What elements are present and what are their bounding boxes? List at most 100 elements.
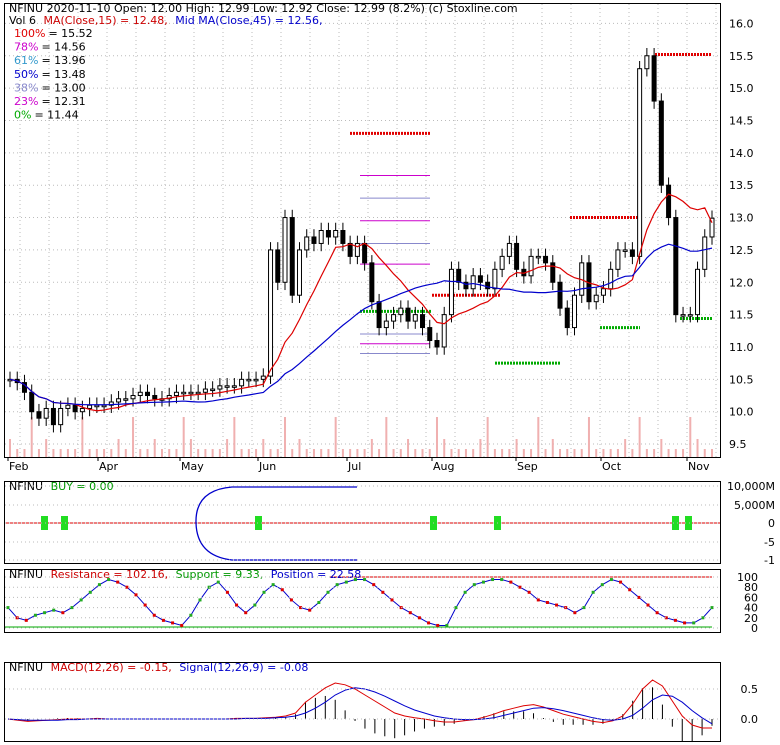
position-marker <box>491 578 495 582</box>
y-tick-label: 15.5 <box>729 50 754 63</box>
volume-bar <box>110 449 113 457</box>
main-panel-frame <box>4 3 721 458</box>
candle-body <box>362 242 368 264</box>
support-label: Support = 9.33, <box>176 568 264 581</box>
position-marker <box>363 578 367 582</box>
volume-bar <box>653 449 656 457</box>
fib-legend-item: 38% = 13.00 <box>14 81 86 94</box>
volume-bar <box>226 439 229 457</box>
candle-body <box>282 217 288 283</box>
x-tick-label: Sep <box>517 460 538 473</box>
fib-pct: 23% <box>14 95 38 108</box>
position-marker <box>152 613 156 617</box>
volume-bar <box>486 417 489 457</box>
position-marker <box>171 621 175 625</box>
macd-title: NFINU <box>9 661 43 674</box>
position-marker <box>664 616 668 620</box>
volume-bar <box>392 449 395 457</box>
macd-y-tick-label: 0.0 <box>741 713 759 726</box>
volume-bar <box>472 449 475 457</box>
volume-bar <box>631 449 634 457</box>
volume-bar <box>407 439 410 457</box>
position-marker <box>472 583 476 587</box>
candle-body <box>217 385 223 390</box>
volume-bar <box>587 417 590 457</box>
volume-bar <box>493 449 496 457</box>
volume-bar <box>284 417 287 457</box>
candle-body <box>181 391 187 395</box>
candle-body <box>463 281 469 290</box>
candle-body <box>21 382 27 393</box>
fib-value: = 15.52 <box>48 27 92 40</box>
volume-bar <box>320 449 323 457</box>
buy-label: BUY = 0.00 <box>51 480 114 493</box>
volume-bar <box>530 449 533 457</box>
volume-bar <box>428 449 431 457</box>
candle-body <box>275 249 281 283</box>
x-tick-label: Nov <box>688 460 710 473</box>
candle-body <box>441 314 447 348</box>
volume-bar <box>66 449 69 457</box>
buy-y-axis-ticks: 10,000M 5,000M 0 -5 -1 <box>5 480 775 567</box>
candle-body <box>195 391 201 395</box>
candle-body <box>557 281 563 309</box>
y-tick-label: 11.5 <box>729 309 754 322</box>
volume-bar <box>689 417 692 457</box>
candle-body <box>420 314 426 329</box>
volume-bar <box>508 449 511 457</box>
candle-body <box>600 288 606 296</box>
candle-body <box>72 404 78 413</box>
candle-body <box>434 340 440 348</box>
candle-body <box>506 242 512 257</box>
candle-body <box>485 281 491 290</box>
volume-bar <box>189 439 192 457</box>
volume-bar <box>269 449 272 457</box>
volume-bar <box>515 439 518 457</box>
ma-short-label: MA(Close,15) = 12.48, <box>43 14 167 27</box>
fib-value: = 14.56 <box>41 41 85 54</box>
y-tick-label: 13.0 <box>729 212 754 225</box>
candle-body <box>687 314 693 317</box>
y-tick-label: 14.5 <box>729 114 754 127</box>
volume-bar <box>276 449 279 457</box>
candle-body <box>268 249 274 377</box>
volume-bar <box>682 449 685 457</box>
candle-body <box>622 249 628 252</box>
ma-short-line <box>9 193 713 412</box>
position-marker <box>628 588 632 592</box>
buy-signal-marker <box>685 516 692 530</box>
y-tick-label: 10.5 <box>729 373 754 386</box>
volume-bar <box>501 449 504 457</box>
volume-bar <box>421 449 424 457</box>
candle-body <box>152 395 158 400</box>
candle-body <box>166 395 172 400</box>
candle-body <box>629 249 635 257</box>
candle-body <box>391 314 397 322</box>
volume-bar <box>616 449 619 457</box>
fib-pct: 38% <box>14 81 38 94</box>
volume-bar <box>696 439 699 457</box>
candle-body <box>79 407 85 413</box>
fib-legend-item: 0% = 11.44 <box>14 109 79 122</box>
position-marker <box>655 611 659 615</box>
position-marker <box>692 621 696 625</box>
candle-body <box>608 268 614 290</box>
position-marker <box>198 598 202 602</box>
candle-body <box>376 301 382 329</box>
candle-body <box>210 388 216 392</box>
x-tick-label: Aug <box>433 460 454 473</box>
position-marker <box>225 590 229 594</box>
volume-bar <box>711 449 713 457</box>
volume-bar <box>580 449 583 457</box>
candle-body <box>644 55 650 70</box>
volume-bar <box>255 449 258 457</box>
position-marker <box>600 583 604 587</box>
candle-body <box>145 391 151 397</box>
y-tick-label: 16.0 <box>729 17 754 30</box>
candle-body <box>347 242 353 257</box>
candle-body <box>65 404 71 409</box>
candle-body <box>296 249 302 296</box>
fib-legend-item: 50% = 13.48 <box>14 68 86 81</box>
candle-body <box>94 404 100 408</box>
